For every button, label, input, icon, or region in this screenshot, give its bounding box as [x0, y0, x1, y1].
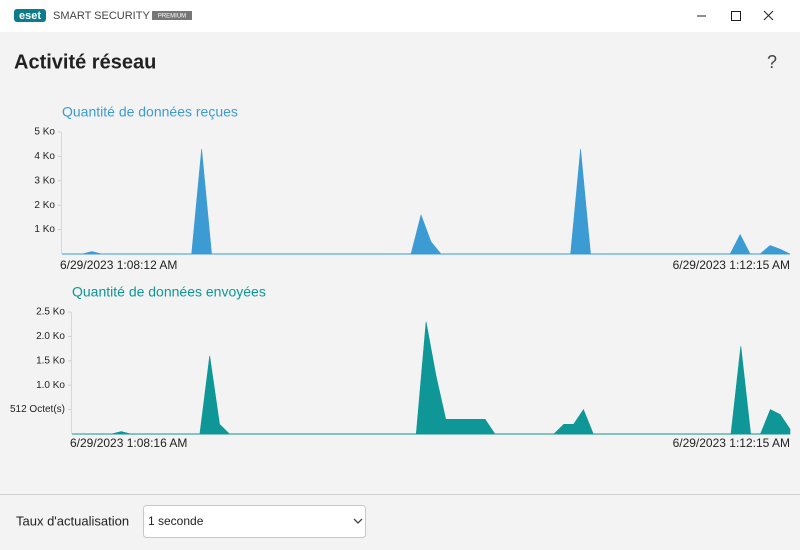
- logo: eset: [19, 10, 41, 22]
- select-chevron: [353, 518, 363, 524]
- refresh-label: Taux d'actualisation: [16, 513, 129, 528]
- refresh-select-value: 1 seconde: [148, 514, 204, 528]
- x-tick-label: 6/29/2023 1:08:16 AM: [70, 436, 187, 450]
- y-tick-label: 2.0 Ko: [36, 331, 65, 342]
- maximize-button[interactable]: [731, 11, 741, 21]
- edition: PREMIUM: [158, 14, 186, 20]
- y-tick-label: 2.5 Ko: [36, 307, 65, 318]
- y-tick-label: 1.0 Ko: [36, 380, 65, 391]
- data-area: [62, 149, 791, 255]
- logo-badge: [14, 9, 46, 22]
- y-tick-label: 2 Ko: [34, 200, 55, 211]
- x-tick-label: 6/29/2023 1:12:15 AM: [673, 436, 790, 450]
- y-tick-label: 4 Ko: [34, 151, 55, 162]
- y-tick-label: 5 Ko: [34, 127, 55, 138]
- y-tick-label: 1 Ko: [34, 224, 55, 235]
- y-tick-label: 3 Ko: [34, 175, 55, 186]
- edition-badge: [152, 11, 192, 20]
- page-title: Activité réseau: [14, 51, 156, 73]
- x-tick-label: 6/29/2023 1:12:15 AM: [673, 258, 790, 272]
- help-button[interactable]: ?: [767, 52, 777, 72]
- y-tick-label: 512 Octet(s): [10, 404, 65, 415]
- close-button[interactable]: [763, 10, 774, 21]
- product-name: SMART SECURITY: [53, 10, 150, 22]
- y-tick-label: 1.5 Ko: [36, 355, 65, 366]
- chart-title: Quantité de données reçues: [62, 104, 238, 120]
- title-bar: [0, 0, 800, 32]
- refresh-select[interactable]: [143, 505, 366, 538]
- x-tick-label: 6/29/2023 1:08:12 AM: [60, 258, 177, 272]
- data-area: [72, 321, 791, 435]
- chart-title: Quantité de données envoyées: [72, 284, 266, 300]
